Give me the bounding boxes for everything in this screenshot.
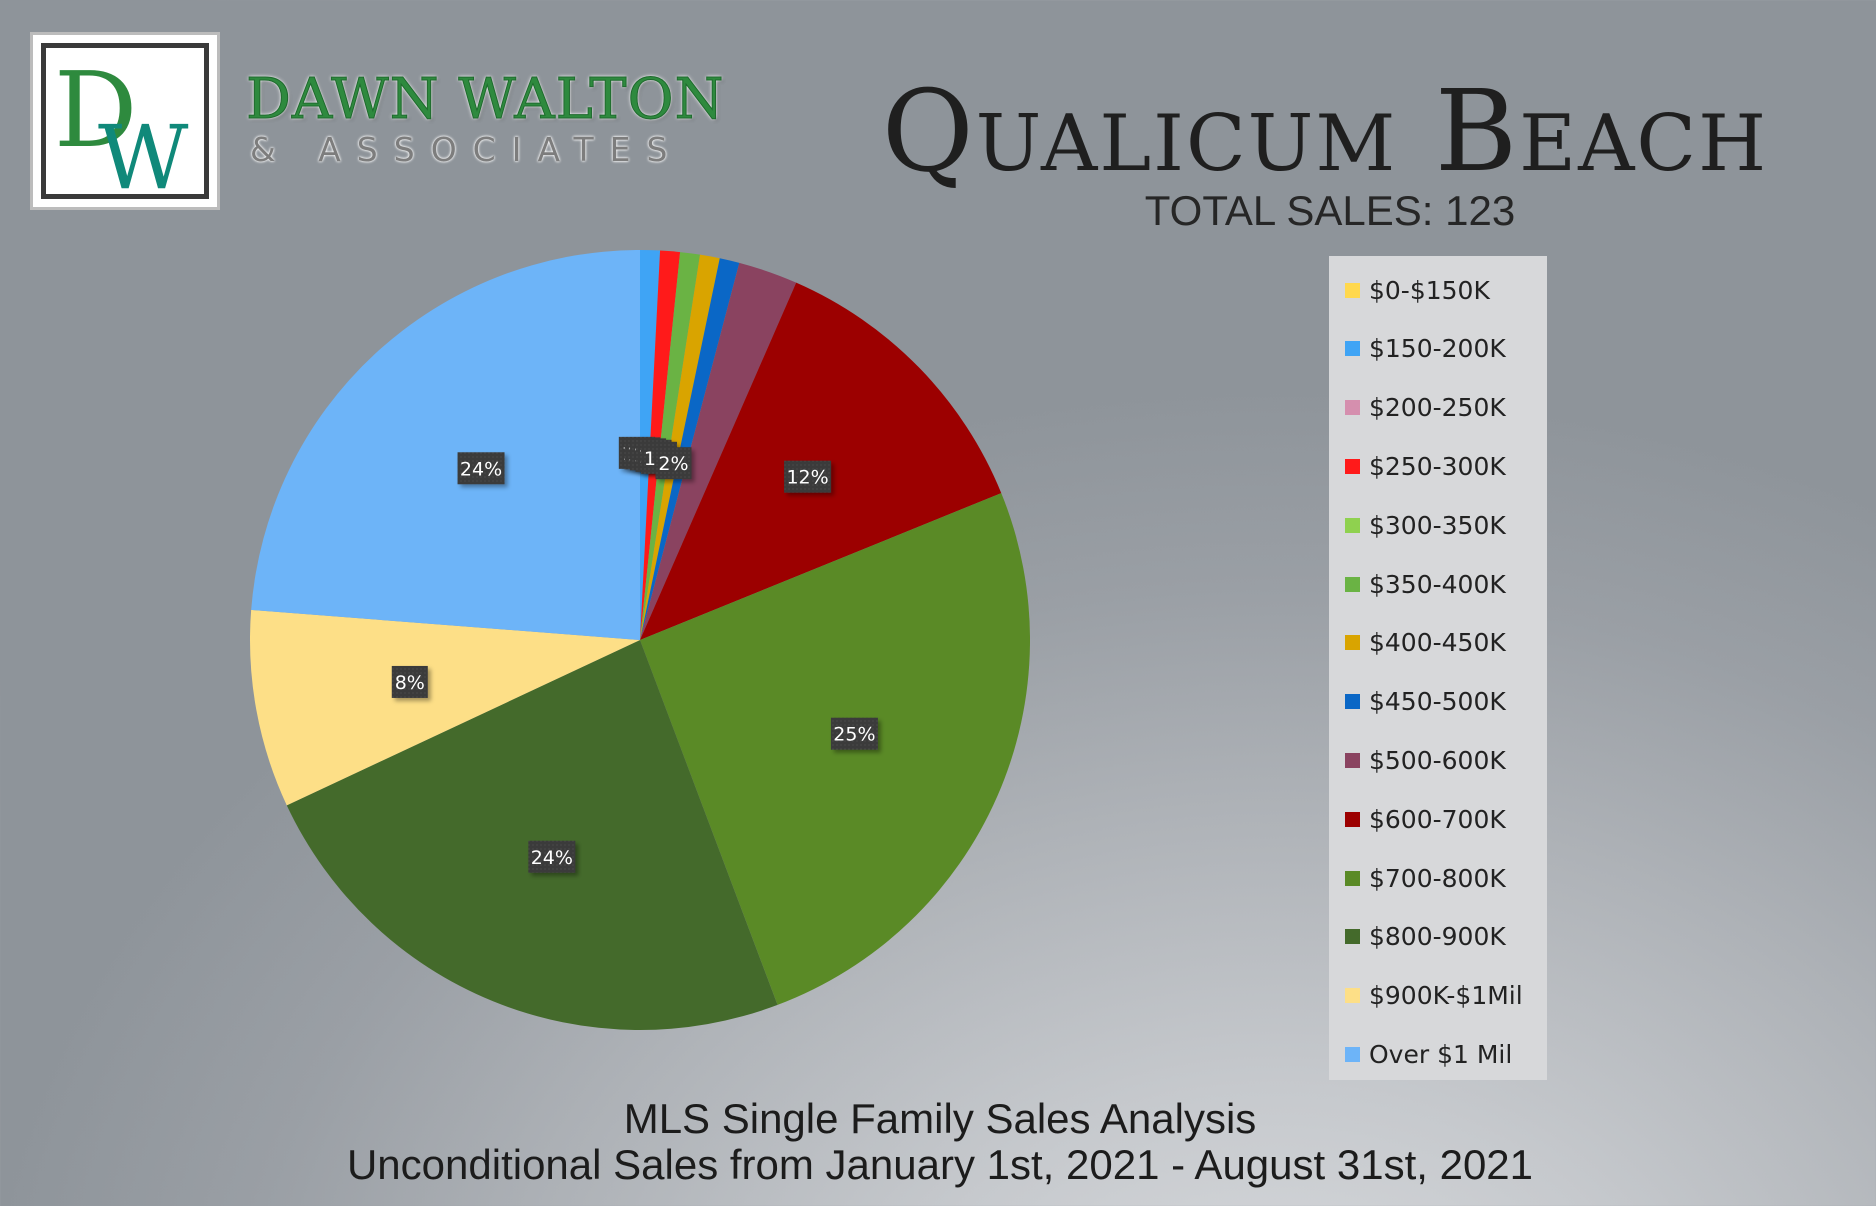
data-label-box <box>457 452 505 485</box>
legend-swatch <box>1345 988 1360 1004</box>
footer-line-2: Unconditional Sales from January 1st, 20… <box>346 1141 1534 1188</box>
data-label-500-600k: 2% <box>655 447 692 480</box>
legend-label: $0-$150K <box>1369 275 1490 305</box>
data-label-box <box>784 460 832 493</box>
legend-label: $350-400K <box>1369 569 1506 599</box>
data-label-text: 8% <box>395 672 425 694</box>
data-label-over-1-mil: 24% <box>457 452 505 485</box>
legend-item-400-450k: $400-450K <box>1345 623 1506 663</box>
data-label-700-800k: 25% <box>830 717 878 750</box>
brand-subtitle: & ASSOCIATES <box>250 130 684 169</box>
chart-legend: $0-$150K $150-200K $200-250K $250-300K $300-… <box>1329 256 1547 1080</box>
legend-label: $500-600K <box>1369 745 1506 775</box>
legend-label: $300-350K <box>1369 510 1506 540</box>
legend-swatch <box>1345 400 1360 416</box>
data-label-box <box>830 717 878 750</box>
pie-slice-500-600k <box>640 262 797 640</box>
legend-swatch <box>1345 870 1360 886</box>
data-label-900k-1mil: 8% <box>391 665 428 698</box>
legend-swatch <box>1345 282 1360 298</box>
data-label-text: 2% <box>658 453 688 475</box>
legend-item-200-250k: $200-250K <box>1345 388 1506 428</box>
data-label-box <box>528 840 576 873</box>
legend-label: $400-450K <box>1369 628 1506 658</box>
legend-label: $450-500K <box>1369 687 1506 717</box>
data-label-text: 25% <box>833 724 875 746</box>
data-label-box <box>391 665 428 698</box>
logo: D W <box>30 32 220 210</box>
legend-item-900k-1mil: $900K-$1Mil <box>1345 976 1523 1016</box>
legend-swatch <box>1345 576 1360 592</box>
legend-swatch <box>1345 458 1360 474</box>
brand-name: DAWN WALTON <box>246 67 725 132</box>
legend-swatch <box>1345 341 1360 357</box>
legend-item-0-150k: $0-$150K <box>1345 270 1490 310</box>
legend-item-150-200k: $150-200K <box>1345 329 1506 369</box>
legend-label: $600-700K <box>1369 804 1506 834</box>
legend-label: $700-800K <box>1369 863 1506 893</box>
data-label-600-700k: 12% <box>784 460 832 493</box>
legend-item-700-800k: $700-800K <box>1345 858 1506 898</box>
footer-line-1: MLS Single Family Sales Analysis <box>623 1095 1257 1142</box>
legend-label: $900K-$1Mil <box>1369 981 1523 1011</box>
legend-item-600-700k: $600-700K <box>1345 799 1506 839</box>
legend-swatch <box>1345 635 1360 651</box>
legend-item-500-600k: $500-600K <box>1345 740 1506 780</box>
legend-label: $200-250K <box>1369 393 1506 423</box>
logo-letter-d: D <box>54 49 137 171</box>
legend-swatch <box>1345 752 1360 768</box>
data-label-box <box>655 447 692 480</box>
total-sales: TOTAL SALES: 123 <box>1144 187 1516 234</box>
legend-label: $800-900K <box>1369 922 1506 952</box>
pie-slice-900k-1mil <box>250 609 641 806</box>
pie-slices <box>250 250 1030 1030</box>
legend-swatch <box>1345 811 1360 827</box>
legend-item-over-1-mil: Over $1 Mil <box>1345 1034 1512 1074</box>
data-label-800-900k: 24% <box>528 840 576 873</box>
data-label-text: 24% <box>531 847 573 869</box>
page-title: Qualicum Beach <box>881 67 1769 197</box>
data-label-text: 12% <box>786 467 828 489</box>
legend-label: $150-200K <box>1369 334 1506 364</box>
legend-item-450-500k: $450-500K <box>1345 682 1506 722</box>
legend-item-250-300k: $250-300K <box>1345 446 1506 486</box>
legend-label: $250-300K <box>1369 451 1506 481</box>
legend-swatch <box>1345 517 1360 533</box>
pie-slice-over-1-mil <box>251 250 641 640</box>
logo-letter-w: W <box>98 106 189 198</box>
legend-label: Over $1 Mil <box>1369 1039 1513 1069</box>
pie-slice-800-900k <box>286 640 778 1030</box>
legend-item-350-400k: $350-400K <box>1345 564 1506 604</box>
legend-item-300-350k: $300-350K <box>1345 505 1506 545</box>
legend-swatch <box>1345 1046 1360 1062</box>
legend-swatch <box>1345 929 1360 945</box>
logo-frame: D W <box>41 43 209 199</box>
brand-block: DAWN WALTON & ASSOCIATES <box>246 67 746 170</box>
logo-monogram-icon: D W <box>54 49 189 198</box>
pie-data-labels: 1%1%1%1%1%2%12%25%24%8%24% <box>391 436 878 873</box>
data-label-text: 24% <box>460 458 502 480</box>
legend-item-800-900k: $800-900K <box>1345 917 1506 957</box>
legend-swatch <box>1345 694 1360 710</box>
